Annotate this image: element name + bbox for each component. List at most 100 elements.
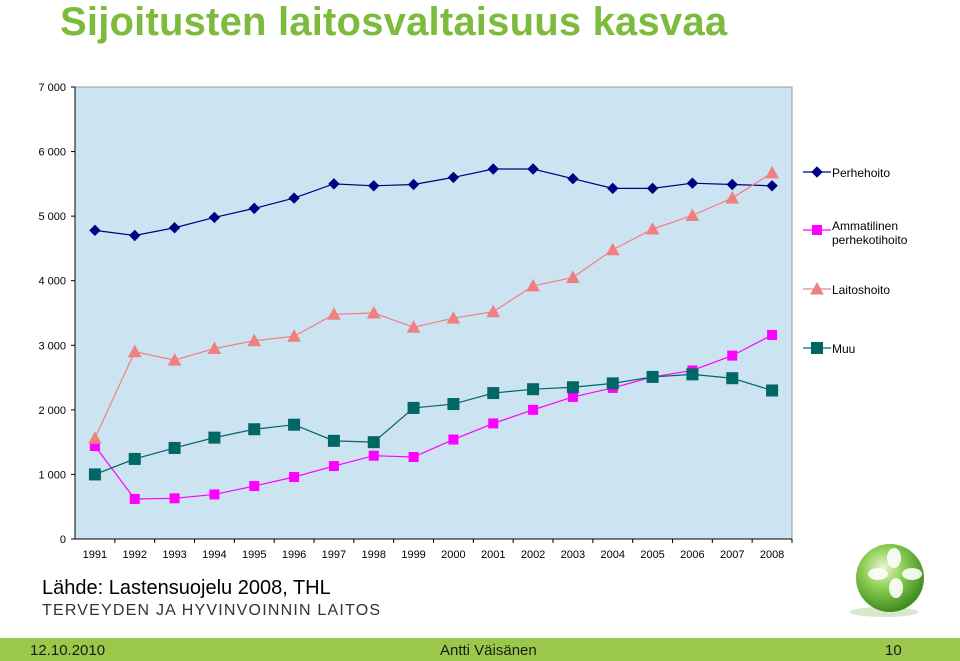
data-point: [208, 211, 221, 224]
legend-item: Muu: [803, 342, 855, 356]
data-point: [488, 418, 499, 429]
data-point: [686, 368, 699, 381]
x-tick-label: 2006: [680, 549, 704, 561]
data-point: [766, 180, 778, 192]
series-line: [94, 168, 773, 237]
data-point: [248, 423, 261, 436]
data-point: [327, 434, 340, 447]
data-point: [366, 305, 381, 319]
legend-item: Perhehoito: [803, 166, 890, 180]
organization-name: TERVEYDEN JA HYVINVOINNIN LAITOS: [42, 602, 382, 619]
series-laitoshoito: [88, 165, 779, 444]
footer-page-number: 10: [885, 642, 902, 659]
legend-label: Perhehoito: [832, 166, 890, 180]
data-point: [129, 493, 140, 504]
data-point: [127, 344, 142, 358]
data-point: [169, 493, 180, 504]
data-point: [207, 341, 222, 355]
data-point: [88, 468, 101, 481]
data-point: [208, 431, 221, 444]
legend-item: Laitoshoito: [803, 281, 890, 297]
data-point: [447, 171, 460, 184]
data-point: [486, 304, 501, 318]
data-point: [567, 172, 579, 185]
data-point: [328, 178, 340, 190]
x-tick-label: 1996: [282, 549, 306, 561]
data-point: [726, 372, 739, 385]
x-tick-label: 2002: [521, 549, 545, 561]
data-point: [168, 441, 181, 454]
series-line: [94, 172, 773, 439]
y-tick-label: 6 000: [38, 147, 66, 159]
data-point: [765, 165, 779, 179]
legend-label-line: perhekotihoito: [832, 233, 908, 247]
x-tick-label: 2007: [720, 549, 744, 561]
data-point: [128, 452, 141, 465]
thl-logo-icon: [850, 544, 924, 617]
data-point: [606, 377, 619, 390]
data-point: [526, 278, 540, 292]
legend-marker: [810, 281, 824, 295]
legend-label: Muu: [832, 342, 855, 356]
series-line: [94, 373, 773, 475]
x-tick-label: 2005: [640, 549, 664, 561]
y-tick-label: 4 000: [38, 276, 66, 288]
data-point: [88, 431, 102, 444]
data-point: [645, 222, 660, 235]
data-point: [168, 222, 181, 234]
y-tick-label: 1 000: [38, 469, 66, 481]
x-tick-label: 1995: [242, 549, 266, 561]
legend-marker: [811, 166, 823, 178]
data-point: [328, 461, 339, 472]
data-point: [527, 163, 539, 175]
data-point: [646, 182, 659, 195]
legend-item: Ammatilinen perhekotihoito: [803, 219, 908, 247]
y-tick-label: 5 000: [38, 211, 66, 223]
footer-author: Antti Väisänen: [440, 642, 537, 659]
y-tick-label: 2 000: [38, 405, 66, 417]
data-point: [528, 404, 539, 415]
data-point: [447, 398, 460, 411]
data-point: [209, 489, 220, 500]
legend-marker: [812, 225, 822, 235]
data-point: [288, 418, 301, 431]
data-point: [686, 177, 699, 189]
source-note: Lähde: Lastensuojelu 2008, THL: [42, 577, 331, 599]
x-tick-label: 2004: [601, 549, 625, 561]
x-tick-label: 1998: [362, 549, 386, 561]
legend-marker: [811, 342, 823, 354]
data-point: [289, 472, 300, 483]
data-point: [327, 307, 341, 320]
legend-label-line: Ammatilinen: [832, 219, 898, 233]
series-muu: [88, 368, 779, 481]
slide-title: Sijoitusten laitosvaltaisuus kasvaa: [60, 0, 728, 44]
legend-label: Laitoshoito: [832, 283, 890, 297]
data-point: [646, 370, 659, 383]
data-point: [249, 481, 260, 492]
x-tick-label: 2001: [481, 549, 505, 561]
x-tick-label: 1999: [401, 549, 425, 561]
data-point: [566, 270, 580, 283]
y-tick-label: 0: [60, 534, 66, 546]
data-point: [287, 329, 301, 342]
data-point: [406, 320, 421, 333]
data-point: [727, 350, 738, 361]
x-tick-label: 1991: [83, 549, 107, 561]
data-point: [288, 192, 300, 204]
data-point: [487, 387, 500, 400]
data-point: [407, 401, 420, 414]
legend-label: Ammatilinen perhekotihoito: [832, 219, 908, 247]
footer-date: 12.10.2010: [30, 642, 106, 659]
data-point: [167, 353, 182, 366]
data-point: [767, 329, 778, 340]
x-tick-label: 2008: [760, 549, 784, 561]
data-point: [527, 383, 540, 396]
data-point: [407, 178, 420, 191]
data-point: [446, 311, 461, 324]
footer-bar: 12.10.2010 Antti Väisänen 10: [0, 638, 960, 661]
data-point: [368, 450, 379, 461]
data-point: [685, 208, 700, 221]
data-point: [448, 434, 459, 445]
data-point: [487, 163, 499, 175]
y-tick-label: 7 000: [38, 82, 66, 94]
